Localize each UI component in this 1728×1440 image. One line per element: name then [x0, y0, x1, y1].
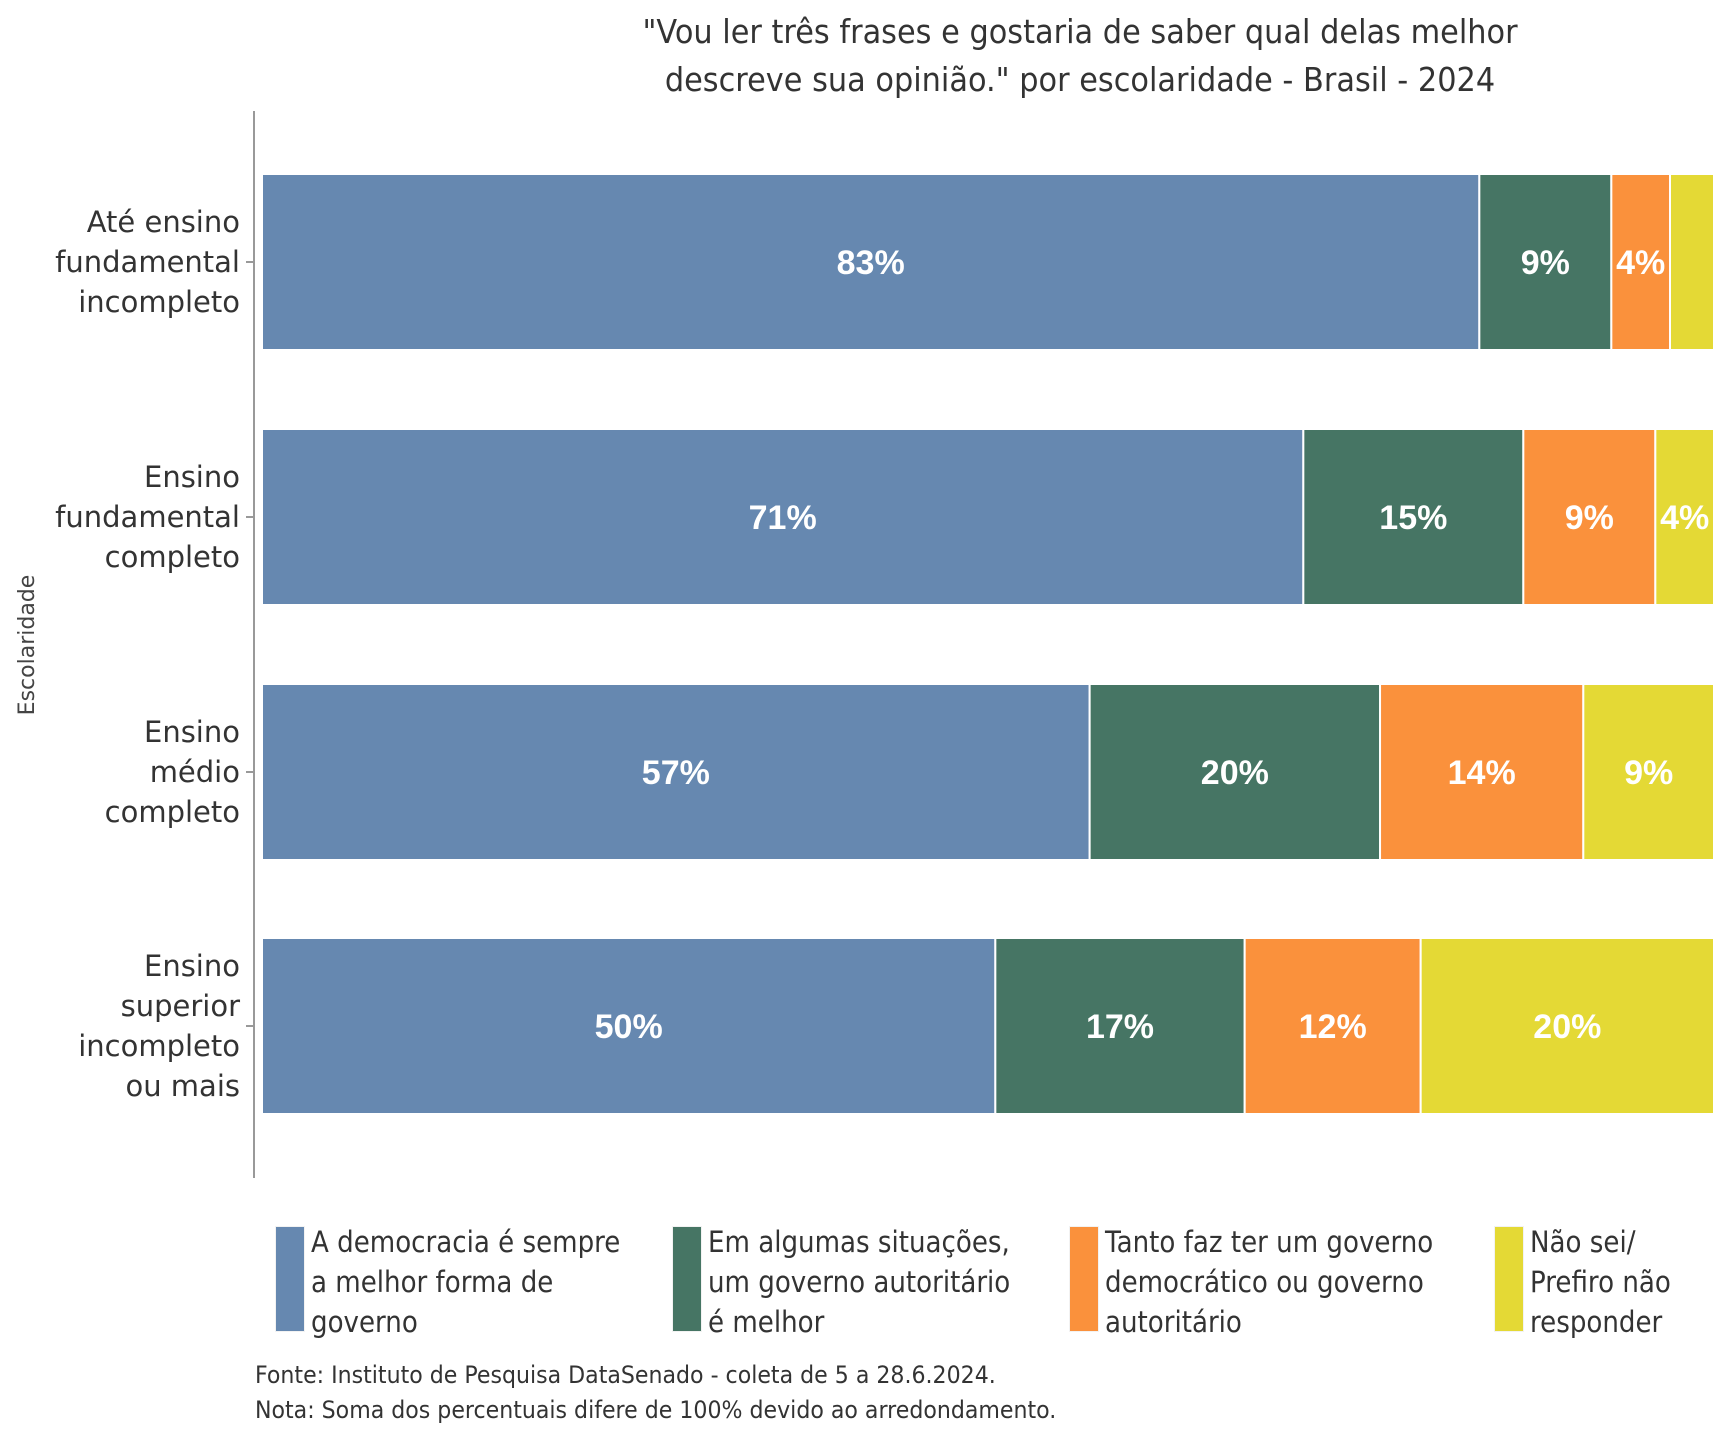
bar-value-label: 20%	[1201, 754, 1269, 792]
legend-item-autoritario[interactable]: Em algumas situações, um governo autorit…	[672, 1222, 1044, 1339]
bar-segment	[1243, 937, 1422, 1115]
legend-item-democracia[interactable]: A democracia é sempre a melhor forma de …	[275, 1222, 655, 1339]
bar-segment	[261, 428, 1305, 606]
bar-segment	[1478, 173, 1613, 351]
bar-value-label: 83%	[837, 244, 905, 282]
bar-value-label: 57%	[642, 754, 710, 792]
bar-value-label: 12%	[1299, 1008, 1367, 1046]
bar-segment	[261, 173, 1481, 351]
bar-segment	[1669, 173, 1715, 351]
bar-value-label: 9%	[1624, 754, 1673, 792]
bar-value-label: 9%	[1565, 499, 1614, 537]
bars-group: 83% 9% 4% 71% 15% 9% 4% 57% 20% 14% 9% 50% 17% 12% 20%	[261, 173, 1716, 1115]
bar-segment	[1582, 683, 1715, 861]
legend-label: Não sei/ Prefiro não responder	[1530, 1225, 1671, 1339]
bar-segment	[261, 683, 1091, 861]
bar-value-label: 4%	[1616, 244, 1665, 282]
chart-title-line-2: descreve sua opinião." por escolaridade …	[664, 60, 1496, 99]
legend-swatch	[672, 1226, 702, 1332]
bar-segment	[1419, 937, 1715, 1115]
bar-segment	[1302, 428, 1525, 606]
source-note: Fonte: Instituto de Pesquisa DataSenado …	[255, 1361, 996, 1389]
rounding-note: Nota: Soma dos percentuais difere de 100…	[255, 1396, 1057, 1424]
legend-swatch	[275, 1226, 305, 1332]
legend-label: A democracia é sempre a melhor forma de …	[311, 1225, 621, 1339]
bar-value-label: 17%	[1086, 1008, 1154, 1046]
bar-segment	[1088, 683, 1382, 861]
bar-segment	[1522, 428, 1657, 606]
y-tick-label: Ensino médio completo	[105, 715, 240, 829]
bar-value-label: 20%	[1533, 1008, 1601, 1046]
bar-segment	[994, 937, 1246, 1115]
legend-swatch	[1069, 1226, 1099, 1332]
bar-value-label: 50%	[595, 1008, 663, 1046]
y-tick-label: Ensino superior incompleto ou mais	[78, 949, 240, 1103]
legend-item-tanto-faz[interactable]: Tanto faz ter um governo democrático ou …	[1069, 1222, 1470, 1339]
bar-value-label: 71%	[749, 499, 817, 537]
y-axis-title: Escolaridade	[15, 575, 40, 716]
legend: A democracia é sempre a melhor forma de …	[0, 1222, 1728, 1339]
bar-value-label: 15%	[1379, 499, 1447, 537]
y-tick-labels: Até ensino fundamental incompleto Ensino fun…	[55, 205, 254, 1103]
bar-segment	[1610, 173, 1672, 351]
bar-segment	[1379, 683, 1585, 861]
legend-swatch	[1494, 1226, 1524, 1332]
chart-title-line-1: "Vou ler três frases e gostaria de saber…	[642, 12, 1518, 51]
y-tick-label: Até ensino fundamental incompleto	[55, 205, 240, 319]
bar-segment	[261, 937, 997, 1115]
bar-value-label: 9%	[1521, 244, 1570, 282]
bar-value-label: 4%	[1660, 499, 1709, 537]
y-tick-label: Ensino fundamental completo	[55, 460, 240, 574]
legend-label: Em algumas situações, um governo autorit…	[708, 1225, 1011, 1339]
legend-label: Tanto faz ter um governo democrático ou …	[1105, 1225, 1434, 1339]
footnotes: Fonte: Instituto de Pesquisa DataSenado …	[255, 1358, 1056, 1428]
stacked-bar-chart: Escolaridade 83% 9% 4% 71% 15% 9% 4% 57% 20% 14% 9…	[15, 111, 1716, 1178]
bar-segment	[1654, 428, 1716, 606]
chart-title: "Vou ler três frases e gostaria de saber…	[473, 8, 1687, 104]
bar-value-label: 14%	[1448, 754, 1516, 792]
legend-item-nao-sei[interactable]: Não sei/ Prefiro não responder	[1494, 1222, 1687, 1339]
